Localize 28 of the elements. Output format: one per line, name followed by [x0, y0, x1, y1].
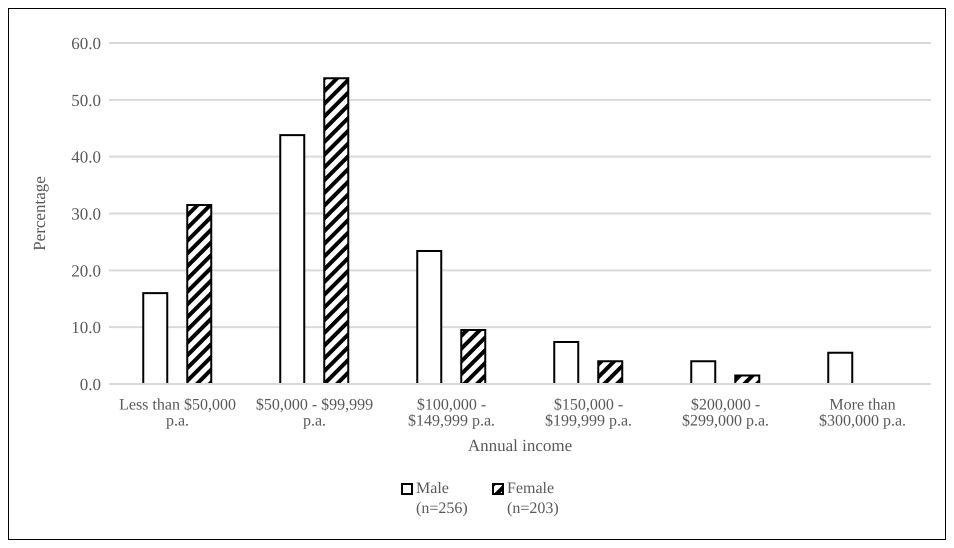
x-axis-title: Annual income [468, 436, 572, 455]
y-axis-title: Percentage [30, 176, 50, 251]
bar [734, 374, 760, 384]
bar [553, 340, 580, 384]
bar [186, 204, 212, 384]
legend-label: Female (n=203) [507, 479, 560, 519]
x-tick-label: More than $300,000 p.a. [818, 396, 906, 430]
y-tick-label: 60.0 [71, 34, 101, 54]
bar [690, 360, 716, 384]
x-tick-label: $50,000 - $99,999 p.a. [256, 396, 374, 430]
bar [416, 250, 442, 384]
y-tick-label: 30.0 [71, 204, 101, 224]
y-tick-label: 10.0 [71, 318, 101, 338]
x-tick-label: $100,000 - $149,999 p.a. [408, 396, 496, 430]
y-tick-label: 50.0 [71, 90, 101, 110]
x-tick-label: $200,000 - $299,000 p.a. [682, 396, 770, 430]
y-tick-label: 20.0 [71, 261, 101, 280]
legend-label: Male (n=256) [416, 479, 469, 519]
x-tick-label: Less than $50,000 p.a. [119, 396, 236, 430]
bar [279, 134, 306, 384]
bar [142, 292, 168, 384]
bar [460, 329, 486, 384]
y-tick-label: 40.0 [71, 148, 101, 167]
x-tick-label: $150,000 - $199,999 p.a. [544, 396, 632, 430]
bar [323, 77, 350, 384]
bar [827, 352, 854, 384]
bar [597, 360, 624, 384]
y-tick-label: 0.0 [80, 375, 101, 394]
